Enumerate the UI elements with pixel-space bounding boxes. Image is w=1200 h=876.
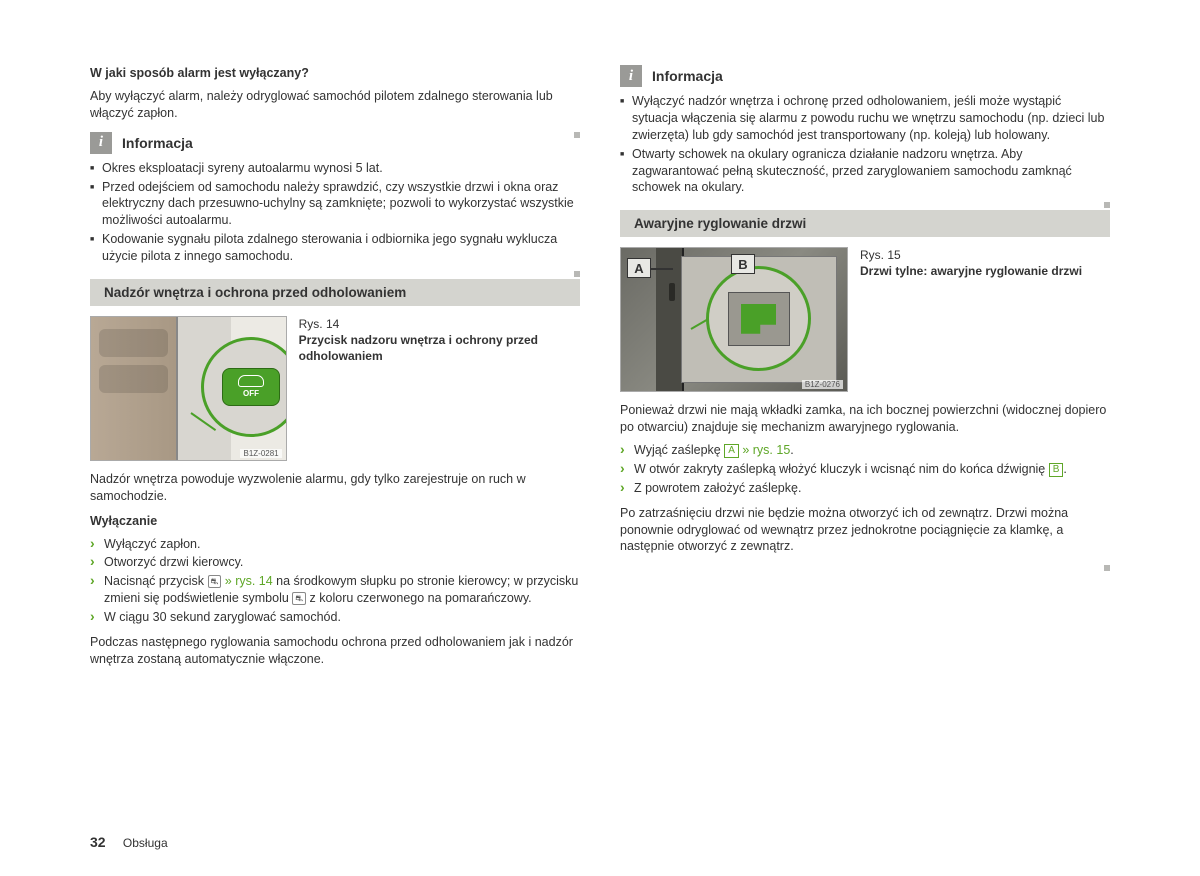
- section1-intro: Nadzór wnętrza powoduje wyzwolenie alarm…: [90, 471, 580, 505]
- right-column: i Informacja Wyłączyć nadzór wnętrza i o…: [620, 65, 1110, 674]
- fig15-lever-icon: [741, 304, 776, 334]
- step-text: Wyjąć zaślepkę: [634, 443, 724, 457]
- step-item: Wyjąć zaślepkę A » rys. 15.: [620, 442, 1110, 459]
- step-item: Nacisnąć przycisk ⛐ » rys. 14 na środkow…: [90, 573, 580, 607]
- switching-off-subheading: Wyłączanie: [90, 513, 580, 530]
- info1-item: Kodowanie sygnału pilota zdalnego sterow…: [90, 231, 580, 265]
- info1-item: Przed odejściem od samochodu należy spra…: [90, 179, 580, 230]
- off-label: OFF: [243, 389, 259, 398]
- info1-list: Okres eksploatacji syreny autoalarmu wyn…: [90, 160, 580, 265]
- section1-steps: Wyłączyć zapłon. Otworzyć drzwi kierowcy…: [90, 536, 580, 626]
- fig-num: Rys. 15: [860, 248, 901, 262]
- page-number: 32: [90, 834, 106, 850]
- callout-ref-b: B: [1049, 463, 1064, 477]
- figure-14-row: OFF B1Z-0281 Rys. 14 Przycisk nadzoru wn…: [90, 316, 580, 461]
- callout-tag-b: B: [731, 254, 755, 274]
- step-item: W ciągu 30 sekund zaryglować samochód.: [90, 609, 580, 626]
- fig-ref: » rys. 15: [739, 443, 790, 457]
- footer-section-name: Obsługa: [123, 836, 168, 850]
- callout-ref-a: A: [724, 444, 739, 458]
- fig-title: Przycisk nadzoru wnętrza i ochrony przed…: [299, 333, 538, 363]
- car-symbol-icon: ⛐: [208, 575, 222, 588]
- section1-outro: Podczas następnego ryglowania samochodu …: [90, 634, 580, 668]
- step-item: Z powrotem założyć zaślepkę.: [620, 480, 1110, 497]
- image-code: B1Z-0281: [240, 449, 281, 458]
- fig15-cap-slot: [669, 283, 675, 301]
- interior-monitor-off-button-icon: OFF: [222, 368, 280, 406]
- page-content: W jaki sposób alarm jest wyłączany? Aby …: [90, 65, 1110, 674]
- section-end-marker: [1104, 202, 1110, 208]
- step-item: Wyłączyć zapłon.: [90, 536, 580, 553]
- step-text: .: [790, 443, 793, 457]
- step-text: W otwór zakryty zaślepką włożyć kluczyk …: [634, 462, 1049, 476]
- info-title: Informacja: [652, 68, 723, 84]
- section2-steps: Wyjąć zaślepkę A » rys. 15. W otwór zakr…: [620, 442, 1110, 497]
- info-icon: i: [620, 65, 642, 87]
- figure-14-caption: Rys. 14 Przycisk nadzoru wnętrza i ochro…: [299, 316, 580, 461]
- info2-item: Otwarty schowek na okulary ogranicza dzi…: [620, 146, 1110, 197]
- step-text: Nacisnąć przycisk: [104, 574, 208, 588]
- image-code: B1Z-0276: [802, 380, 843, 389]
- step-item: Otworzyć drzwi kierowcy.: [90, 554, 580, 571]
- section-end-marker: [574, 271, 580, 277]
- info-title: Informacja: [122, 135, 193, 151]
- section2-intro: Ponieważ drzwi nie mają wkładki zamka, n…: [620, 402, 1110, 436]
- alarm-off-title: W jaki sposób alarm jest wyłączany?: [90, 65, 580, 82]
- left-column: W jaki sposób alarm jest wyłączany? Aby …: [90, 65, 580, 674]
- info-icon: i: [90, 132, 112, 154]
- figure-15-row: A B B1Z-0276 Rys. 15 Drzwi tylne: awaryj…: [620, 247, 1110, 392]
- section-end-marker: [574, 132, 580, 138]
- info1-item: Okres eksploatacji syreny autoalarmu wyn…: [90, 160, 580, 177]
- step-item: W otwór zakryty zaślepką włożyć kluczyk …: [620, 461, 1110, 478]
- fig-title: Drzwi tylne: awaryjne ryglowanie drzwi: [860, 264, 1082, 278]
- figure-14-image: OFF B1Z-0281: [90, 316, 287, 461]
- section-heading-emergency-lock: Awaryjne ryglowanie drzwi: [620, 210, 1110, 237]
- fig15-lock-recess: [728, 292, 790, 346]
- page-footer: 32 Obsługa: [90, 834, 168, 850]
- car-symbol-icon: ⛐: [292, 592, 306, 605]
- info2-list: Wyłączyć nadzór wnętrza i ochronę przed …: [620, 93, 1110, 196]
- section2-outro: Po zatrzaśnięciu drzwi nie będzie można …: [620, 505, 1110, 556]
- fig14-seat: [91, 317, 176, 460]
- figure-15-caption: Rys. 15 Drzwi tylne: awaryjne ryglowanie…: [860, 247, 1082, 392]
- section-end-marker: [1104, 565, 1110, 571]
- car-outline-icon: [238, 375, 264, 387]
- info-header-2: i Informacja: [620, 65, 1110, 87]
- alarm-off-text: Aby wyłączyć alarm, należy odryglować sa…: [90, 88, 580, 122]
- step-text: .: [1063, 462, 1066, 476]
- fig15-tagA-leader: [651, 268, 673, 270]
- info-header-1: i Informacja: [90, 132, 574, 154]
- step-text: z koloru czerwonego na pomarańczowy.: [306, 591, 532, 605]
- fig15-zoom-circle: [706, 266, 811, 371]
- info2-item: Wyłączyć nadzór wnętrza i ochronę przed …: [620, 93, 1110, 144]
- figure-15-image: A B B1Z-0276: [620, 247, 848, 392]
- section-heading-interior: Nadzór wnętrza i ochrona przed odholowan…: [90, 279, 580, 306]
- fig-ref: » rys. 14: [225, 574, 273, 588]
- fig-num: Rys. 14: [299, 317, 340, 331]
- callout-tag-a: A: [627, 258, 651, 278]
